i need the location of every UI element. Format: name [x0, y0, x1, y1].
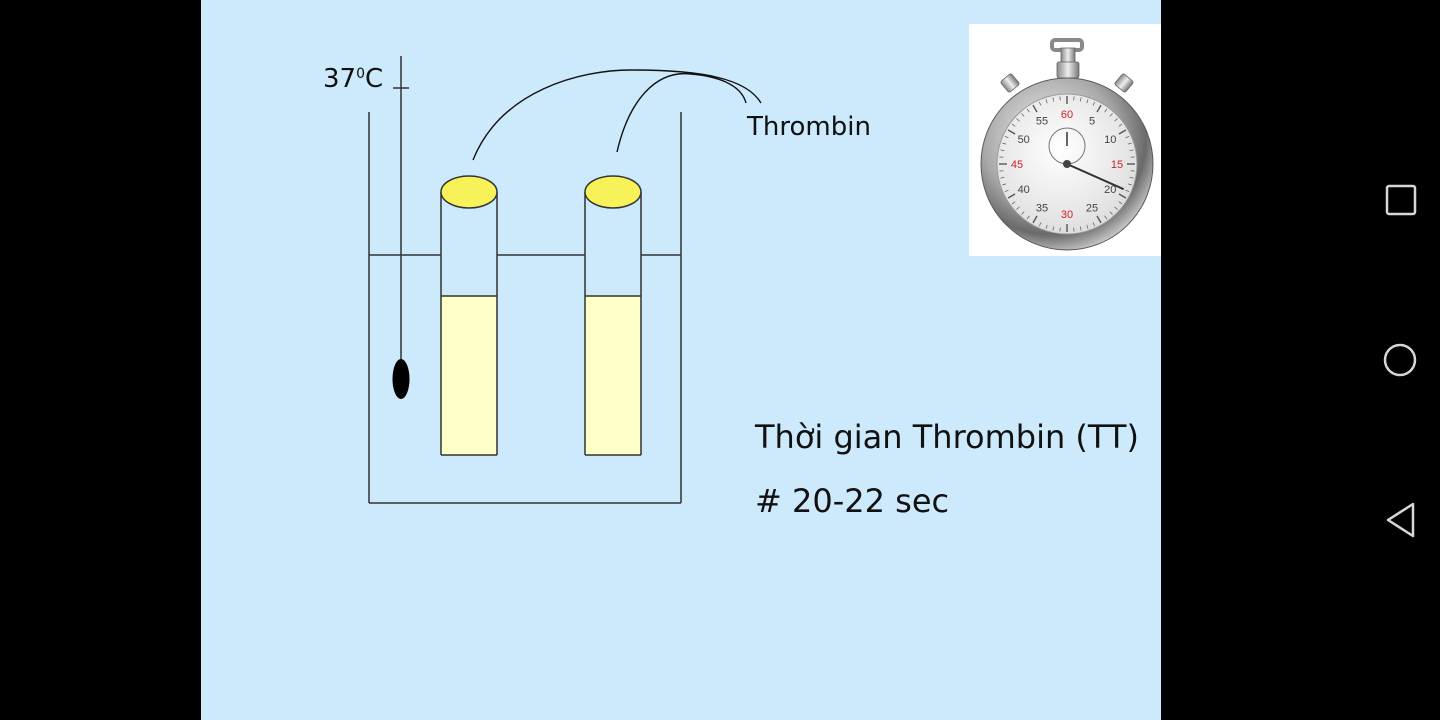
stopwatch-tick — [1032, 104, 1038, 113]
stopwatch-tick — [1114, 118, 1118, 122]
stopwatch-tick — [1000, 149, 1005, 152]
stopwatch-icon: 60 5 10 15 20 25 30 35 40 45 50 55 — [980, 38, 1154, 251]
stopwatch-tick — [1125, 189, 1130, 192]
stopwatch-tick — [1079, 226, 1082, 231]
stopwatch-number: 5 — [1089, 116, 1095, 128]
stopwatch-tick — [1039, 222, 1042, 227]
stopwatch-tick — [1007, 193, 1016, 199]
stopwatch-tick — [1118, 193, 1127, 199]
stopwatch-tick — [1011, 201, 1016, 205]
stopwatch-number: 60 — [1061, 109, 1073, 121]
thrombin-time-diagram — [368, 56, 762, 504]
stopwatch-tick — [1052, 226, 1055, 231]
plasma-liquid-2 — [585, 296, 641, 455]
temperature-unit: C — [365, 64, 384, 94]
triangle-back-icon — [1386, 502, 1415, 538]
stopwatch-number: 20 — [1104, 184, 1116, 196]
stopwatch-number: 55 — [1036, 116, 1048, 128]
stopwatch-tick — [1104, 108, 1108, 113]
stopwatch-tick — [1096, 215, 1102, 224]
stopwatch-ticks — [999, 96, 1135, 232]
stopwatch-tick — [1011, 123, 1016, 127]
stopwatch-tick — [1109, 113, 1113, 117]
temperature-label: 370C — [323, 64, 383, 94]
stopwatch-side-buttons — [1000, 73, 1134, 93]
stopwatch-tick — [1109, 211, 1113, 215]
thrombin-label: Thrombin — [747, 112, 871, 142]
stopwatch-number: 30 — [1061, 209, 1073, 221]
stopwatch-tick — [1032, 215, 1038, 224]
android-navigation-bar — [1161, 0, 1440, 720]
stopwatch-tick — [1045, 224, 1048, 229]
home-button[interactable] — [1378, 337, 1424, 383]
stopwatch-tick — [1026, 108, 1030, 113]
thermometer — [392, 56, 410, 399]
stopwatch-tick — [1127, 183, 1132, 186]
stopwatch-tick — [1026, 215, 1030, 220]
stopwatch-tick — [1118, 201, 1123, 205]
back-button[interactable] — [1378, 497, 1424, 543]
stopwatch-tick — [1086, 99, 1089, 104]
stopwatch-tick — [1002, 183, 1007, 186]
temperature-value: 37 — [323, 64, 357, 94]
recent-apps-button[interactable] — [1378, 177, 1424, 223]
stopwatch-tick — [1104, 215, 1108, 220]
test-tube-1 — [440, 175, 498, 456]
stopwatch-tick — [1045, 99, 1048, 104]
stopwatch-tick — [1086, 224, 1089, 229]
stopwatch-tick — [1079, 97, 1082, 102]
square-icon — [1385, 184, 1417, 216]
stopwatch-tick — [1021, 113, 1025, 117]
stopwatch-tick — [1016, 206, 1020, 210]
stopwatch-tick — [1004, 189, 1009, 192]
stopwatch-image: 60 5 10 15 20 25 30 35 40 45 50 55 — [969, 24, 1161, 256]
stopwatch-number: 15 — [1111, 159, 1123, 171]
thermometer-bulb — [392, 359, 410, 399]
stopwatch-tick — [1125, 136, 1130, 139]
stopwatch-tick — [1118, 123, 1123, 127]
stopwatch-number: 45 — [1011, 159, 1023, 171]
stopwatch-numbers: 60 5 10 15 20 25 30 35 40 45 50 55 — [1011, 109, 1123, 221]
stopwatch-tick — [1021, 211, 1025, 215]
stopwatch-crown — [1050, 38, 1084, 79]
stopwatch-number: 25 — [1086, 202, 1098, 214]
stopwatch-tick — [1127, 142, 1132, 145]
stopwatch-number: 35 — [1036, 202, 1048, 214]
stopwatch-tick — [1002, 142, 1007, 145]
stopwatch-tick — [1096, 104, 1102, 113]
plasma-liquid-1 — [441, 296, 497, 455]
test-name-label: Thời gian Thrombin (TT) — [755, 418, 1139, 456]
pointer-curve-1 — [472, 69, 762, 161]
stopwatch-tick — [1004, 136, 1009, 139]
tube-cap-1 — [440, 175, 498, 209]
stopwatch-tick — [1092, 222, 1095, 227]
stopwatch-number: 40 — [1018, 184, 1030, 196]
stopwatch-tick — [1000, 176, 1005, 179]
stopwatch-number: 10 — [1104, 134, 1116, 146]
reference-time-label: # 20-22 sec — [755, 482, 950, 520]
test-tube-2 — [584, 175, 642, 456]
stopwatch-tick — [1092, 101, 1095, 106]
stopwatch-tick — [1039, 101, 1042, 106]
stopwatch-tick — [1118, 129, 1127, 135]
stopwatch-tick — [1114, 206, 1118, 210]
stopwatch-tick — [1007, 129, 1016, 135]
tube-cap-2 — [584, 175, 642, 209]
stopwatch-needle — [1066, 163, 1125, 191]
stopwatch-tick — [1129, 176, 1134, 179]
water-bath — [368, 112, 682, 504]
stopwatch-number: 50 — [1018, 134, 1030, 146]
circle-icon — [1383, 343, 1417, 377]
slide: 370C Thrombin Thời gian Thrombin (TT) # … — [201, 0, 1161, 720]
stopwatch-tick — [1016, 118, 1020, 122]
stopwatch-pivot — [1063, 160, 1071, 168]
stopwatch-tick — [1129, 149, 1134, 152]
degree-mark: 0 — [356, 66, 366, 82]
stopwatch-tick — [1052, 97, 1055, 102]
pointer-curve-2 — [616, 73, 747, 153]
